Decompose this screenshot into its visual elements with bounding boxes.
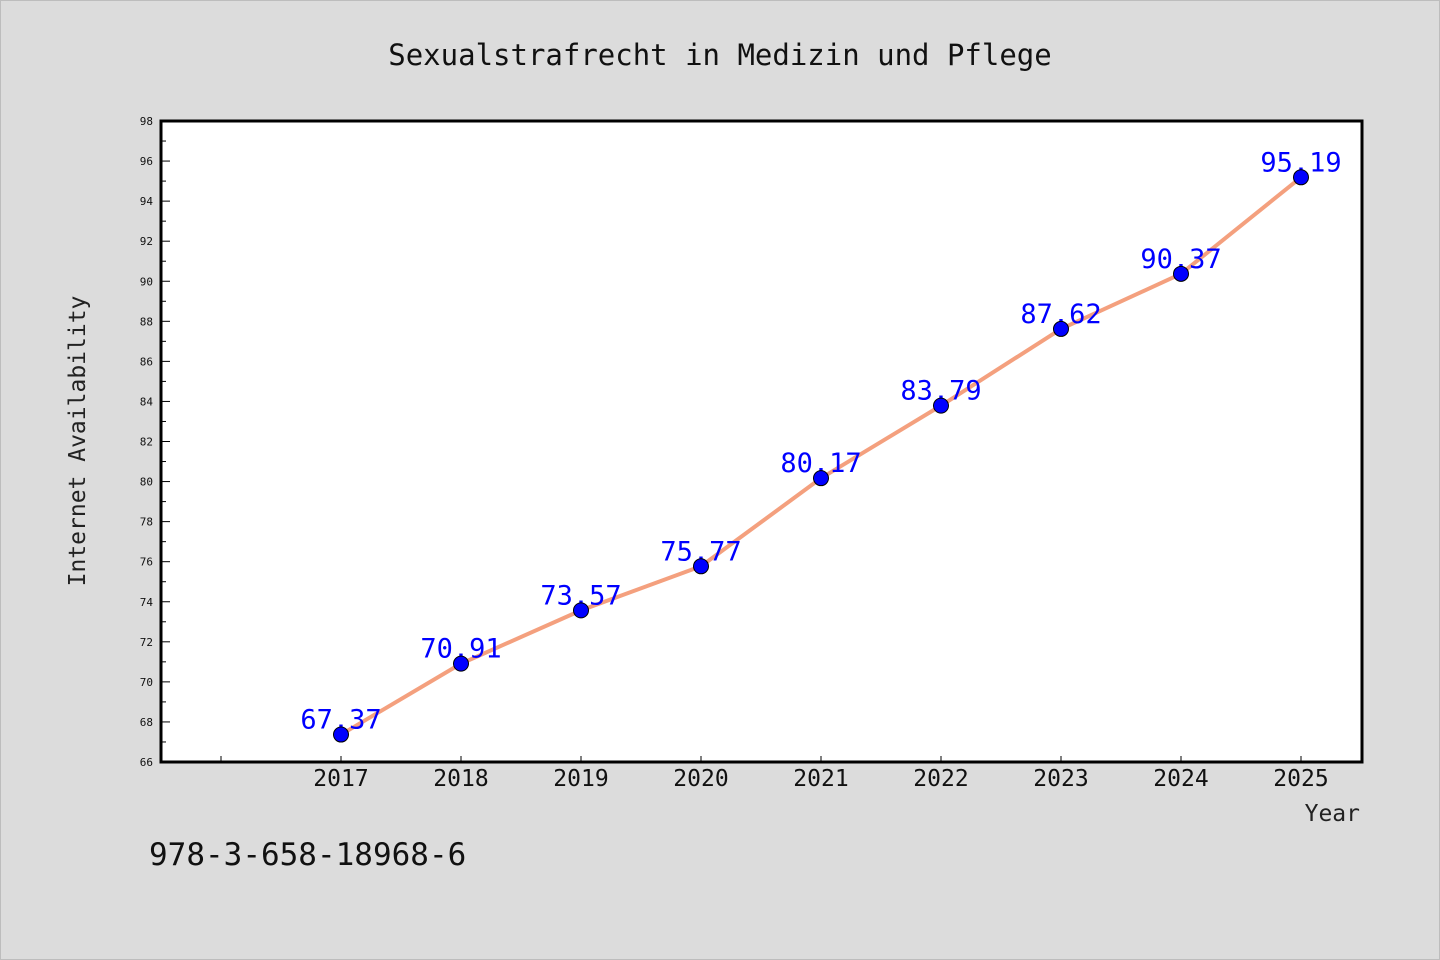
chart-title: Sexualstrafrecht in Medizin und Pflege bbox=[388, 38, 1051, 72]
y-tick-label: 80 bbox=[140, 476, 153, 489]
y-tick-label: 88 bbox=[140, 315, 153, 328]
x-tick-label: 2024 bbox=[1153, 766, 1208, 792]
y-tick-label: 90 bbox=[140, 275, 153, 288]
y-tick-label: 70 bbox=[140, 676, 153, 689]
x-tick-label: 2021 bbox=[793, 766, 848, 792]
x-tick-label: 2020 bbox=[673, 766, 728, 792]
isbn-footer: 978-3-658-18968-6 bbox=[149, 837, 466, 873]
y-tick-label: 92 bbox=[140, 235, 153, 248]
data-point bbox=[1053, 320, 1069, 337]
data-point bbox=[813, 470, 829, 487]
y-tick-label: 82 bbox=[140, 436, 153, 449]
y-tick-label: 84 bbox=[140, 395, 154, 408]
x-tick-label: 2022 bbox=[913, 766, 968, 792]
data-point bbox=[573, 602, 589, 619]
y-tick-label: 66 bbox=[140, 756, 153, 769]
y-tick-label: 96 bbox=[140, 155, 153, 168]
y-tick-label: 72 bbox=[140, 636, 153, 649]
y-tick-label: 68 bbox=[140, 716, 153, 729]
x-tick-label: 2025 bbox=[1273, 766, 1328, 792]
data-point bbox=[1293, 169, 1309, 186]
data-point bbox=[693, 558, 709, 575]
y-tick-label: 86 bbox=[140, 355, 153, 368]
y-tick-label: 78 bbox=[140, 516, 153, 529]
x-tick-label: 2019 bbox=[553, 766, 608, 792]
x-axis-label: Year bbox=[1305, 801, 1360, 827]
x-tick-label: 2017 bbox=[313, 766, 368, 792]
data-point bbox=[933, 397, 949, 414]
y-tick-label: 74 bbox=[140, 596, 154, 609]
y-tick-label: 94 bbox=[140, 195, 154, 208]
data-point bbox=[1173, 265, 1189, 282]
x-tick-label: 2023 bbox=[1033, 766, 1088, 792]
plot-area: 66 68 70 72 74 76 78 80 82 84 86 88 90 92 94 96 98 2017 20… bbox=[140, 115, 1364, 792]
y-tick-label: 76 bbox=[140, 556, 153, 569]
y-axis-label: Internet Availability bbox=[65, 296, 91, 587]
x-tick-label: 2018 bbox=[433, 766, 488, 792]
data-point bbox=[453, 655, 469, 672]
y-tick-label: 98 bbox=[140, 115, 153, 128]
plot-frame bbox=[159, 119, 1364, 764]
data-point bbox=[333, 726, 349, 743]
